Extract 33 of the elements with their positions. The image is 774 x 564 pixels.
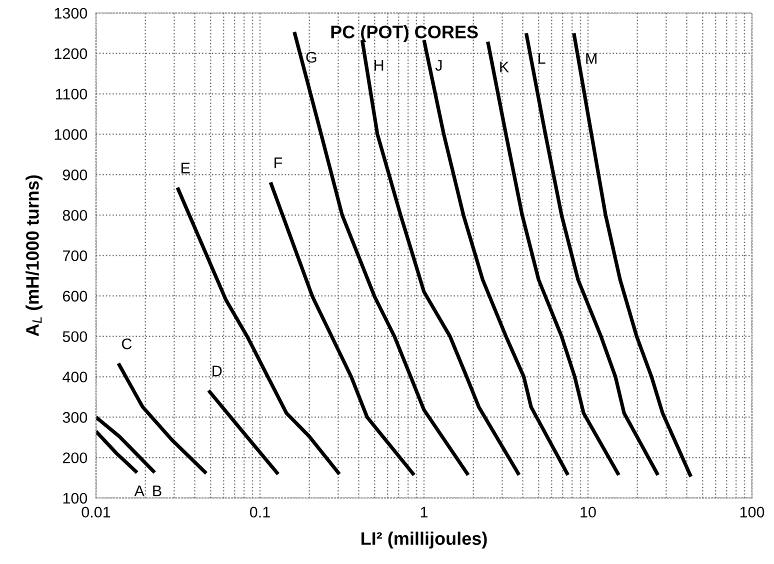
y-tick-label: 900 xyxy=(62,170,88,180)
series-label: H xyxy=(374,60,384,71)
x-tick-label: 100 xyxy=(740,506,764,518)
series-label: F xyxy=(274,158,282,168)
series-label: D xyxy=(212,366,222,376)
y-tick-label: 1100 xyxy=(56,88,88,100)
y-tick-label: 1200 xyxy=(54,48,88,60)
x-tick-label: 0.1 xyxy=(250,506,270,518)
series-label: J xyxy=(435,60,442,71)
y-tick-label: 500 xyxy=(62,331,88,342)
y-tick-label: 100 xyxy=(63,492,88,504)
y-axis-title: A$_{L}$ (mH/1000 turns) xyxy=(26,175,42,336)
y-tick-label: 400 xyxy=(62,372,88,382)
x-tick-label: 10 xyxy=(580,506,596,518)
x-tick-label: 1 xyxy=(420,506,428,518)
series-label: K xyxy=(500,62,509,72)
series-label: E xyxy=(182,162,190,174)
y-tick-label: 700 xyxy=(62,250,88,262)
series-label: M xyxy=(586,53,596,64)
series-label: A xyxy=(134,486,144,496)
y-tick-label: 600 xyxy=(62,290,88,302)
y-tick-label: 300 xyxy=(62,412,88,423)
text: PC (POT) CORES xyxy=(331,25,478,42)
y-tick-label: 800 xyxy=(62,210,88,221)
series-label: G xyxy=(306,52,316,63)
series-label: C xyxy=(122,338,132,350)
y-tick-label: 1300 xyxy=(54,8,88,19)
y-tick-label: 1000 xyxy=(54,129,88,140)
y-tick-label: 200 xyxy=(62,452,88,464)
x-tick-label: 0.01 xyxy=(82,506,110,518)
x-axis-title: LI² (millijoules) xyxy=(362,532,487,549)
series-label: L xyxy=(538,53,546,64)
series-label: B xyxy=(153,486,162,496)
